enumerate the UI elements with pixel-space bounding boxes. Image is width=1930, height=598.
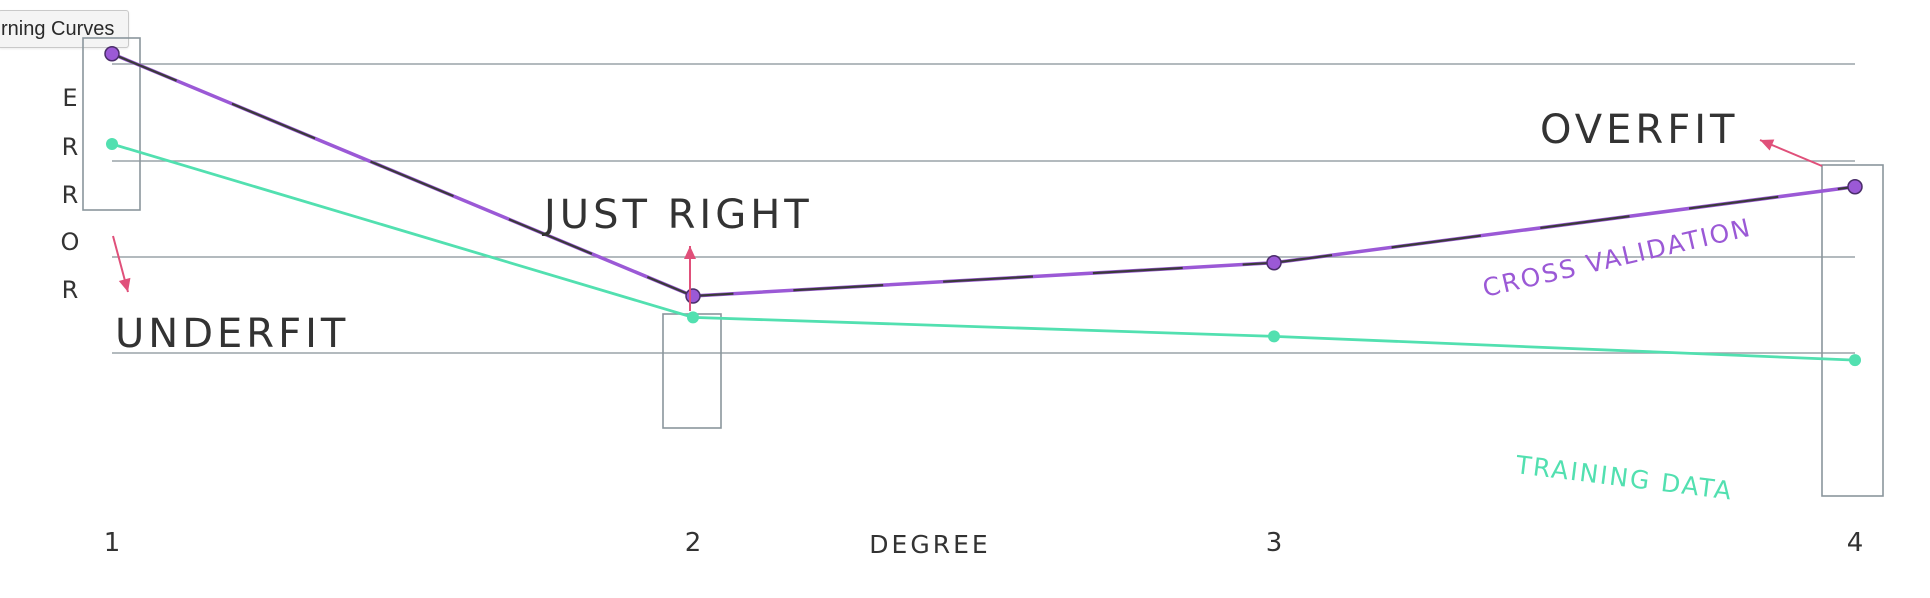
- x-axis-label: DEGREE: [869, 530, 990, 559]
- y-axis-label-letter-1: E: [62, 84, 77, 112]
- underfit-box: [82, 37, 141, 211]
- overfit-arrow-head: [1760, 139, 1775, 151]
- just-right-box: [662, 313, 722, 429]
- cross-validation-point-1: [104, 46, 120, 62]
- overfit-box: [1821, 164, 1884, 497]
- training-data-point-4: [1849, 354, 1861, 367]
- training-data-point-1: [106, 138, 118, 150]
- training-data-point-2: [687, 311, 699, 324]
- cross-validation-line-overlay: [111, 52, 1856, 298]
- annotation-just-right: JUST RIGHT: [541, 192, 813, 238]
- just-right-arrow-head: [684, 246, 696, 259]
- annotation-overfit: OVERFIT: [1540, 107, 1738, 153]
- grid-lines: [112, 63, 1855, 354]
- series-points: [104, 46, 1863, 367]
- training-data-label: TRAINING DATA: [1513, 450, 1735, 506]
- cross-validation-point-3: [1266, 255, 1282, 271]
- y-axis-label-letter-2: R: [62, 133, 79, 161]
- training-data-point-3: [1268, 330, 1280, 343]
- x-tick-label-2: 2: [685, 528, 702, 558]
- x-tick-label-4: 4: [1847, 528, 1864, 558]
- x-tick-label-1: 1: [104, 528, 121, 558]
- cross-validation-point-2: [685, 288, 701, 304]
- cross-validation-point-4: [1847, 179, 1863, 195]
- annotation-underfit: UNDERFIT: [115, 311, 349, 357]
- x-tick-label-3: 3: [1266, 528, 1283, 558]
- underfit-arrow-head: [118, 277, 131, 292]
- window-title-tooltip: rning Curves: [0, 10, 130, 48]
- training-data-line: [111, 142, 1856, 362]
- y-axis-label-letter-4: O: [61, 228, 80, 256]
- y-axis-label-letter-3: R: [62, 181, 79, 209]
- series-lines: [111, 52, 1856, 362]
- y-axis-label-letter-5: R: [62, 276, 79, 304]
